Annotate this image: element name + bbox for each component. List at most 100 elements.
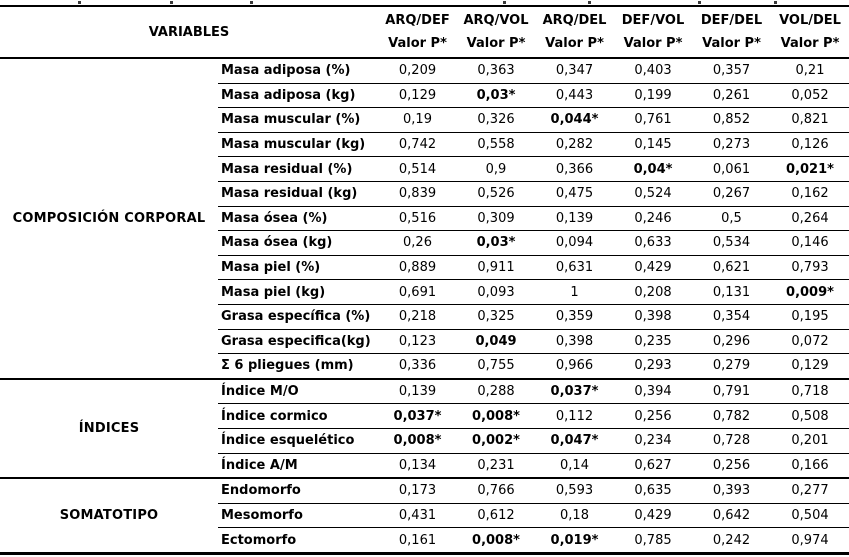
column-sub-label: Valor P* (623, 36, 683, 51)
p-value: 0,201 (771, 427, 849, 453)
p-value: 0,5 (692, 205, 771, 231)
p-value: 0,264 (771, 205, 849, 231)
p-value: 0,139 (378, 377, 457, 404)
row-label: Masa ósea (kg) (218, 230, 378, 256)
p-value: 0,635 (614, 477, 692, 504)
p-value: 0,974 (771, 527, 849, 554)
p-value: 0,766 (457, 477, 535, 504)
p-value: 0,403 (614, 56, 692, 84)
p-value: 0,393 (692, 477, 771, 504)
p-value: 0,161 (378, 527, 457, 554)
row-label: Masa residual (%) (218, 156, 378, 182)
p-value: 0,761 (614, 107, 692, 133)
p-value: 0,347 (535, 56, 614, 84)
column-sub-label: Valor P* (545, 36, 604, 51)
p-value: 0,134 (378, 452, 457, 479)
row-label: Masa muscular (kg) (218, 131, 378, 157)
row-label: Mesomorfo (218, 502, 378, 528)
p-value: 0,173 (378, 477, 457, 504)
p-value-significant: 0,008* (457, 403, 535, 429)
p-value: 0,072 (771, 328, 849, 354)
p-value: 0,354 (692, 303, 771, 330)
p-value-significant: 0,008* (378, 427, 457, 453)
p-value: 0,234 (614, 427, 692, 453)
p-value: 0,18 (535, 502, 614, 528)
p-value-significant: 0,047* (535, 427, 614, 453)
row-label: Índice M/O (218, 377, 378, 404)
p-value: 0,273 (692, 131, 771, 157)
p-value: 0,231 (457, 452, 535, 479)
p-value: 0,475 (535, 180, 614, 207)
table-row: Masa muscular (kg) 0,742 0,558 0,282 0,145 0,… (0, 131, 849, 157)
p-value: 0,782 (692, 403, 771, 429)
p-value: 0,336 (378, 353, 457, 379)
table-row: Masa residual (%) 0,514 0,9 0,366 0,04* 0,061… (0, 156, 849, 182)
p-value: 0,288 (457, 377, 535, 404)
header-row: VARIABLES ARQ/DEF Valor P* ARQ/VOL Valor P*… (0, 6, 849, 59)
p-value: 0,526 (457, 180, 535, 207)
p-value: 0,524 (614, 180, 692, 207)
table-row: COMPOSICIÓN CORPORAL Masa adiposa (%) 0,20… (0, 56, 849, 379)
row-label: Masa ósea (%) (218, 205, 378, 231)
p-value: 0,839 (378, 180, 457, 207)
p-value: 0,755 (457, 353, 535, 379)
p-value: 0,19 (378, 107, 457, 133)
row-label: Grasa especifica(kg) (218, 328, 378, 354)
column-header: DEF/DEL Valor P* (692, 6, 771, 59)
p-value: 0,309 (457, 205, 535, 231)
p-value: 0,621 (692, 254, 771, 280)
p-value: 0,791 (692, 377, 771, 404)
table-row: Σ 6 pliegues (mm) 0,336 0,755 0,966 0,293 0,2… (0, 353, 849, 379)
p-value: 0,363 (457, 56, 535, 84)
p-value: 0,129 (771, 353, 849, 379)
row-label: Masa muscular (%) (218, 107, 378, 133)
p-value: 0,366 (535, 156, 614, 182)
p-value: 0,642 (692, 502, 771, 528)
p-value: 0,123 (378, 328, 457, 354)
p-value: 0,431 (378, 502, 457, 528)
table-row: Índice cormico 0,037* 0,008* 0,112 0,256 0,78… (0, 403, 849, 429)
row-label: Masa adiposa (%) (218, 56, 378, 84)
table-row: Masa ósea (%) 0,516 0,309 0,139 0,246 0,5 0,26… (0, 205, 849, 231)
row-label: Masa piel (%) (218, 254, 378, 280)
p-value: 0,504 (771, 502, 849, 528)
variables-header: VARIABLES (0, 6, 378, 59)
p-value: 0,256 (614, 403, 692, 429)
p-value: 0,691 (378, 279, 457, 305)
column-pair-label: ARQ/DEL (542, 13, 607, 28)
p-value-significant: 0,009* (771, 279, 849, 305)
table-body: COMPOSICIÓN CORPORAL Masa adiposa (%) 0,20… (0, 56, 849, 554)
p-value: 0,534 (692, 230, 771, 256)
p-value: 0,558 (457, 131, 535, 157)
p-value: 0,293 (614, 353, 692, 379)
row-label: Masa adiposa (kg) (218, 82, 378, 108)
p-value: 0,256 (692, 452, 771, 479)
p-value: 0,199 (614, 82, 692, 108)
column-header: ARQ/VOL Valor P* (457, 6, 535, 59)
table-row: Masa piel (%) 0,889 0,911 0,631 0,429 0,621 0,… (0, 254, 849, 280)
group-label: SOMATOTIPO (0, 477, 218, 554)
column-pair-label: ARQ/DEF (385, 13, 450, 28)
p-value: 0,267 (692, 180, 771, 207)
group-label: ÍNDICES (0, 377, 218, 479)
p-value: 0,821 (771, 107, 849, 133)
column-pair-label: DEF/DEL (700, 13, 763, 28)
table-row: Índice esquelético 0,008* 0,002* 0,047* 0,23… (0, 427, 849, 453)
p-value: 0,126 (771, 131, 849, 157)
column-pair-label: DEF/VOL (621, 13, 685, 28)
p-value-significant: 0,008* (457, 527, 535, 554)
p-value: 0,728 (692, 427, 771, 453)
p-value: 0,889 (378, 254, 457, 280)
p-value: 0,279 (692, 353, 771, 379)
table-row: Masa residual (kg) 0,839 0,526 0,475 0,524 0,… (0, 180, 849, 207)
p-value: 0,093 (457, 279, 535, 305)
cropped-caption-remnant (78, 1, 81, 4)
p-value: 0,398 (614, 303, 692, 330)
table-row: Masa ósea (kg) 0,26 0,03* 0,094 0,633 0,534 0,… (0, 230, 849, 256)
p-value: 0,966 (535, 353, 614, 379)
column-sub-label: Valor P* (466, 36, 526, 51)
table-row: Masa piel (kg) 0,691 0,093 1 0,208 0,131 0,009… (0, 279, 849, 305)
p-value: 0,235 (614, 328, 692, 354)
p-value: 0,218 (378, 303, 457, 330)
